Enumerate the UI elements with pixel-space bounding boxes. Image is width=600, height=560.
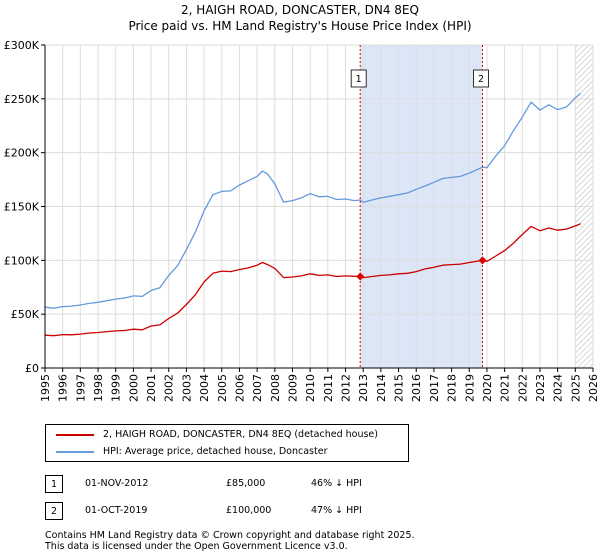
x-tick-label: 2024: [552, 374, 565, 402]
transaction-price: £85,000: [226, 478, 266, 489]
property-price-line: [44, 223, 581, 337]
y-tick-label: £50K: [11, 308, 40, 321]
x-tick-label: 1998: [92, 374, 105, 402]
chart-subtitle: Price paid vs. HM Land Registry's House …: [128, 19, 472, 33]
x-tick-label: 1997: [74, 374, 87, 402]
x-tick-label: 2010: [304, 374, 317, 402]
x-tick-label: 2006: [233, 374, 246, 402]
x-tick-label: 2009: [286, 374, 299, 402]
x-tick-label: 2000: [127, 374, 140, 402]
x-tick-label: 2005: [216, 374, 229, 402]
x-tick-label: 1996: [57, 374, 70, 402]
sale-label-number: 1: [356, 74, 362, 85]
x-tick-label: 2020: [481, 374, 494, 402]
transaction-badge: 1: [45, 475, 63, 493]
y-tick-label: £100K: [4, 254, 40, 267]
transaction-badge: 2: [45, 502, 63, 520]
x-tick-label: 2018: [446, 374, 459, 402]
legend-item-property: 2, HAIGH ROAD, DONCASTER, DN4 8EQ (detac…: [46, 427, 408, 443]
transaction-hpi: 46% ↓ HPI: [311, 478, 362, 489]
sale-label-box: [473, 69, 489, 88]
transaction-hpi: 47% ↓ HPI: [311, 505, 362, 516]
chart-title: 2, HAIGH ROAD, DONCASTER, DN4 8EQ: [181, 3, 419, 17]
y-tick-label: £300K: [4, 39, 40, 52]
x-tick-label: 2007: [251, 374, 264, 402]
footer-line-2: This data is licensed under the Open Gov…: [45, 541, 348, 552]
x-tick-label: 2004: [198, 374, 211, 402]
x-tick-label: 2019: [463, 374, 476, 402]
sale-label-box: [350, 69, 367, 88]
x-tick-label: 2023: [534, 374, 547, 402]
x-tick-label: 2008: [269, 374, 282, 402]
sale-point: [478, 256, 487, 265]
x-tick-label: 2016: [410, 374, 423, 402]
transaction-date: 01-OCT-2019: [85, 505, 148, 516]
transaction-row: 1 01-NOV-2012 £85,000 46% ↓ HPI: [45, 475, 545, 495]
footer-credits: Contains HM Land Registry data © Crown c…: [45, 530, 415, 552]
sale-point: [356, 272, 365, 281]
sale-label-number: 2: [478, 74, 484, 85]
x-tick-label: 2003: [180, 374, 193, 402]
x-tick-label: 2021: [499, 374, 512, 402]
legend-swatch-property: [56, 434, 94, 436]
legend-item-hpi: HPI: Average price, detached house, Donc…: [46, 444, 408, 460]
x-tick-label: 2012: [340, 374, 353, 402]
legend-label-property: 2, HAIGH ROAD, DONCASTER, DN4 8EQ (detac…: [103, 429, 378, 440]
x-tick-label: 2011: [322, 374, 335, 402]
legend-label-hpi: HPI: Average price, detached house, Donc…: [103, 446, 328, 457]
x-tick-label: 2022: [516, 374, 529, 402]
x-tick-label: 2026: [587, 374, 600, 402]
x-tick-label: 2015: [393, 374, 406, 402]
x-tick-label: 2025: [569, 374, 582, 402]
transaction-date: 01-NOV-2012: [85, 478, 149, 489]
y-tick-label: £250K: [4, 93, 40, 106]
x-tick-label: 1999: [110, 374, 123, 402]
transaction-row: 2 01-OCT-2019 £100,000 47% ↓ HPI: [45, 502, 545, 522]
x-tick-label: 1995: [39, 374, 52, 402]
chart-legend: 2, HAIGH ROAD, DONCASTER, DN4 8EQ (detac…: [45, 424, 409, 462]
footer-line-1: Contains HM Land Registry data © Crown c…: [45, 530, 415, 541]
y-tick-label: £150K: [4, 201, 40, 214]
hpi-line: [44, 92, 582, 309]
x-tick-label: 2017: [428, 374, 441, 402]
x-tick-label: 2013: [357, 374, 370, 402]
x-tick-label: 2014: [375, 374, 388, 402]
transaction-price: £100,000: [226, 505, 272, 516]
legend-swatch-hpi: [56, 451, 94, 453]
x-tick-label: 2002: [163, 374, 176, 402]
x-tick-label: 2001: [145, 374, 158, 402]
y-tick-label: £200K: [4, 147, 40, 160]
y-tick-label: £0: [25, 362, 39, 375]
